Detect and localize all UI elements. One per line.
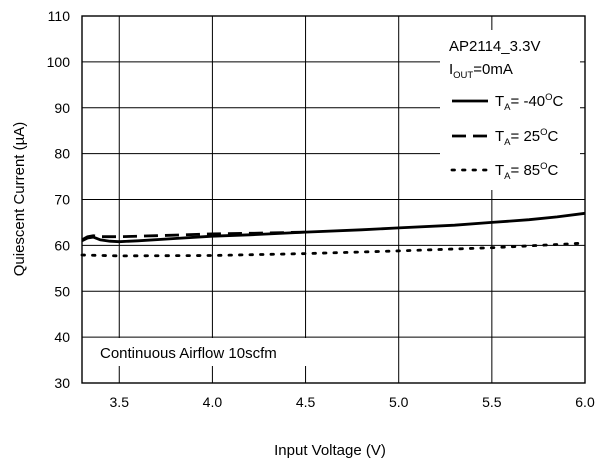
y-tick-label: 110 <box>48 8 71 24</box>
tick-labels: 3.5 4.0 4.5 5.0 5.5 6.0 30 40 50 60 70 80 90 100 110 <box>47 8 595 410</box>
annotation-text: Continuous Airflow 10scfm <box>100 345 277 362</box>
legend-box <box>440 30 580 190</box>
series-line-1 <box>81 211 586 244</box>
y-tick-label: 40 <box>54 329 70 345</box>
plot-frame <box>81 15 586 384</box>
y-axis-label: Quiescent Current (µA) <box>11 122 28 277</box>
y-tick-label: 60 <box>54 237 70 253</box>
x-tick-label: 5.5 <box>482 394 502 410</box>
annotation-box <box>92 338 339 366</box>
y-tick-label: 50 <box>54 283 70 299</box>
series-line-3 <box>80 241 587 258</box>
legend-iout-label: IOUT=0mA <box>449 61 513 81</box>
x-tick-label: 4.0 <box>203 394 223 410</box>
airflow-annotation: Continuous Airflow 10scfm <box>92 338 339 366</box>
x-tick-label: 5.0 <box>389 394 409 410</box>
y-tick-label: 80 <box>54 146 70 162</box>
y-tick-label: 90 <box>54 100 70 116</box>
legend-label-2: TA= 25OC <box>495 127 559 148</box>
y-tick-label: 70 <box>54 192 70 208</box>
legend-device-label: AP2114_3.3V <box>449 38 540 55</box>
legend-label-3: TA= 85OC <box>495 161 559 182</box>
x-tick-label: 4.5 <box>296 394 316 410</box>
y-tick-label: 30 <box>54 375 70 391</box>
legend-label-1: TA= -40OC <box>495 92 564 113</box>
x-tick-label: 3.5 <box>110 394 130 410</box>
x-tick-label: 6.0 <box>575 394 595 410</box>
legend: AP2114_3.3V IOUT=0mA TA= -40OC TA= 25OC TA… <box>440 30 580 190</box>
x-axis-label: Input Voltage (V) <box>274 442 386 459</box>
series-line-2 <box>81 230 306 242</box>
y-tick-label: 100 <box>47 54 71 70</box>
series-layer <box>80 211 587 258</box>
